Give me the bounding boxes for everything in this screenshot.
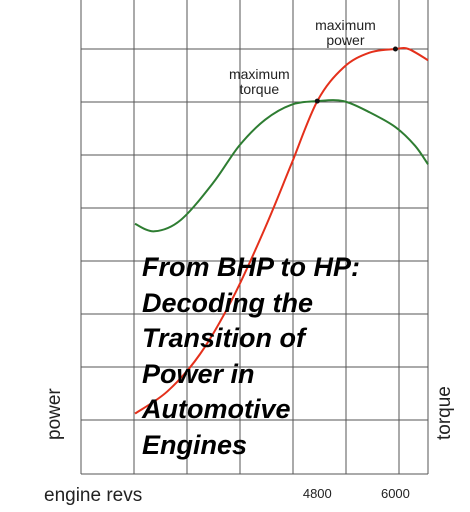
- x-axis-label: engine revs: [44, 485, 142, 506]
- overlay-title-line: Transition of: [142, 323, 306, 353]
- overlay-title: From BHP to HP: Decoding the Transition …: [142, 250, 432, 463]
- overlay-title-line: Decoding the: [142, 287, 314, 318]
- y-axis-label-right: torque: [434, 386, 455, 440]
- annotation-label: maximum torque: [229, 66, 290, 97]
- annotation-line: torque: [239, 81, 279, 97]
- maximum-marker: [314, 98, 320, 104]
- overlay-title-line: Automotive: [142, 394, 291, 424]
- series-line-torque: [134, 99, 429, 233]
- tick-layer: 4800 6000: [303, 486, 410, 501]
- overlay-title-line: Engines: [142, 429, 248, 460]
- annotation-line: power: [326, 32, 364, 48]
- x-tick-label: 6000: [381, 486, 410, 501]
- annotation-line: maximum: [229, 66, 290, 82]
- x-tick-label: 4800: [303, 486, 332, 501]
- annotation-line: maximum: [315, 17, 376, 33]
- overlay-title-line: Power in: [142, 358, 255, 389]
- maximum-marker: [392, 46, 398, 52]
- annotation-label: maximum power: [315, 17, 376, 48]
- y-axis-label-left: power: [44, 388, 65, 440]
- marker-layer: [314, 46, 398, 104]
- overlay-title-line: From BHP to HP:: [142, 252, 360, 282]
- grid: [80, 0, 429, 475]
